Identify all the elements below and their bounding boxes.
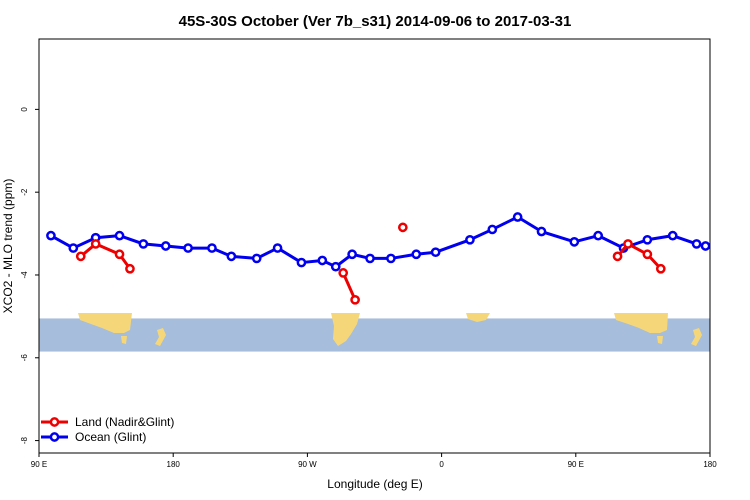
- ocean-glint-line-0: [50, 215, 706, 269]
- legend-label-ocean-glint: Ocean (Glint): [75, 430, 146, 444]
- ocean-glint-point: [226, 251, 237, 262]
- ocean-glint-point: [160, 241, 171, 251]
- ocean-glint-point: [700, 241, 711, 251]
- land-nadir-glint-line-1: [341, 272, 357, 301]
- land-nadir-glint-point: [642, 249, 653, 260]
- land-nadir-glint-line-0: [79, 242, 132, 270]
- legend-marker-ocean-glint: [49, 432, 60, 442]
- x-tick-label-4: 90 E: [568, 460, 584, 469]
- ocean-glint-point: [317, 255, 328, 266]
- ocean-glint-point: [365, 253, 375, 264]
- ocean-glint-point: [68, 243, 79, 253]
- y-tick-label-1: -2: [20, 188, 29, 196]
- land-nadir-glint-point: [397, 222, 408, 233]
- land-nadir-glint-line-3: [616, 242, 662, 270]
- ocean-glint-point: [114, 230, 125, 241]
- ocean-glint-point: [593, 230, 604, 241]
- land-nadir-glint-point: [612, 251, 623, 262]
- land-nadir-glint-point: [90, 239, 101, 249]
- legend-marker-land-nadir-glint: [49, 417, 60, 427]
- series-layer: [46, 212, 711, 305]
- land-nadir-glint-point: [125, 263, 135, 274]
- legend-label-land-nadir-glint: Land (Nadir&Glint): [75, 415, 174, 429]
- plot-frame: [38, 38, 711, 454]
- world-map-band: [39, 313, 710, 352]
- land-nadir-glint-point: [350, 294, 360, 305]
- landmass-1: [78, 313, 132, 333]
- y-tick-label-2: -4: [20, 271, 29, 279]
- ocean-glint-point: [138, 239, 149, 249]
- ocean-glint-point: [272, 243, 283, 253]
- ocean-glint-point: [411, 249, 422, 260]
- ocean-glint-point: [642, 234, 653, 245]
- y-tick-label-3: -6: [20, 354, 29, 362]
- legend: Land (Nadir&Glint)Ocean (Glint): [41, 415, 174, 444]
- ocean-strip: [39, 318, 710, 352]
- landmass-4: [331, 313, 360, 346]
- x-tick-label-2: 90 W: [298, 460, 317, 469]
- x-tick-label-3: 0: [439, 460, 444, 469]
- y-tick-label-0: 0: [20, 107, 29, 112]
- land-nadir-glint-point: [114, 249, 125, 260]
- ocean-glint-point: [46, 230, 56, 241]
- y-tick-label-4: -8: [20, 436, 29, 444]
- ocean-glint-point: [512, 212, 523, 222]
- y-axis-label: XCO2 - MLO trend (ppm): [1, 179, 15, 314]
- ocean-glint-point: [691, 239, 702, 249]
- ocean-glint-point: [430, 247, 441, 258]
- ocean-glint-point: [536, 226, 547, 237]
- ocean-glint-point: [487, 224, 498, 235]
- land-nadir-glint-point: [75, 251, 86, 262]
- landmass-3: [155, 328, 166, 346]
- ocean-glint-point: [251, 253, 262, 264]
- x-tick-label-0: 90 E: [31, 460, 47, 469]
- ocean-glint-point: [347, 249, 357, 260]
- axis-layer: 90 E 180 90 W 0 90 E 180 0 -2 -4 -6 -8: [20, 107, 717, 469]
- landmass-5: [466, 313, 490, 322]
- land-nadir-glint-point: [338, 268, 349, 278]
- ocean-glint-point: [296, 257, 307, 268]
- ocean-glint-point: [569, 237, 580, 247]
- x-tick-label-5: 180: [703, 460, 717, 469]
- ocean-glint-point: [207, 243, 217, 253]
- landmass-6: [614, 313, 668, 333]
- x-tick-label-1: 180: [167, 460, 181, 469]
- x-axis-label: Longitude (deg E): [327, 477, 422, 491]
- landmass-7: [657, 336, 663, 344]
- land-nadir-glint-point: [623, 239, 633, 249]
- ocean-glint-point: [330, 261, 341, 272]
- ocean-glint-point: [386, 253, 396, 264]
- landmass-2: [121, 336, 127, 344]
- chart-title: 45S-30S October (Ver 7b_s31) 2014-09-06 …: [179, 13, 572, 30]
- landmass-8: [691, 328, 702, 346]
- ocean-glint-point: [667, 230, 678, 241]
- ocean-glint-point: [183, 243, 193, 253]
- ocean-glint-point: [465, 234, 475, 245]
- land-nadir-glint-point: [655, 263, 666, 274]
